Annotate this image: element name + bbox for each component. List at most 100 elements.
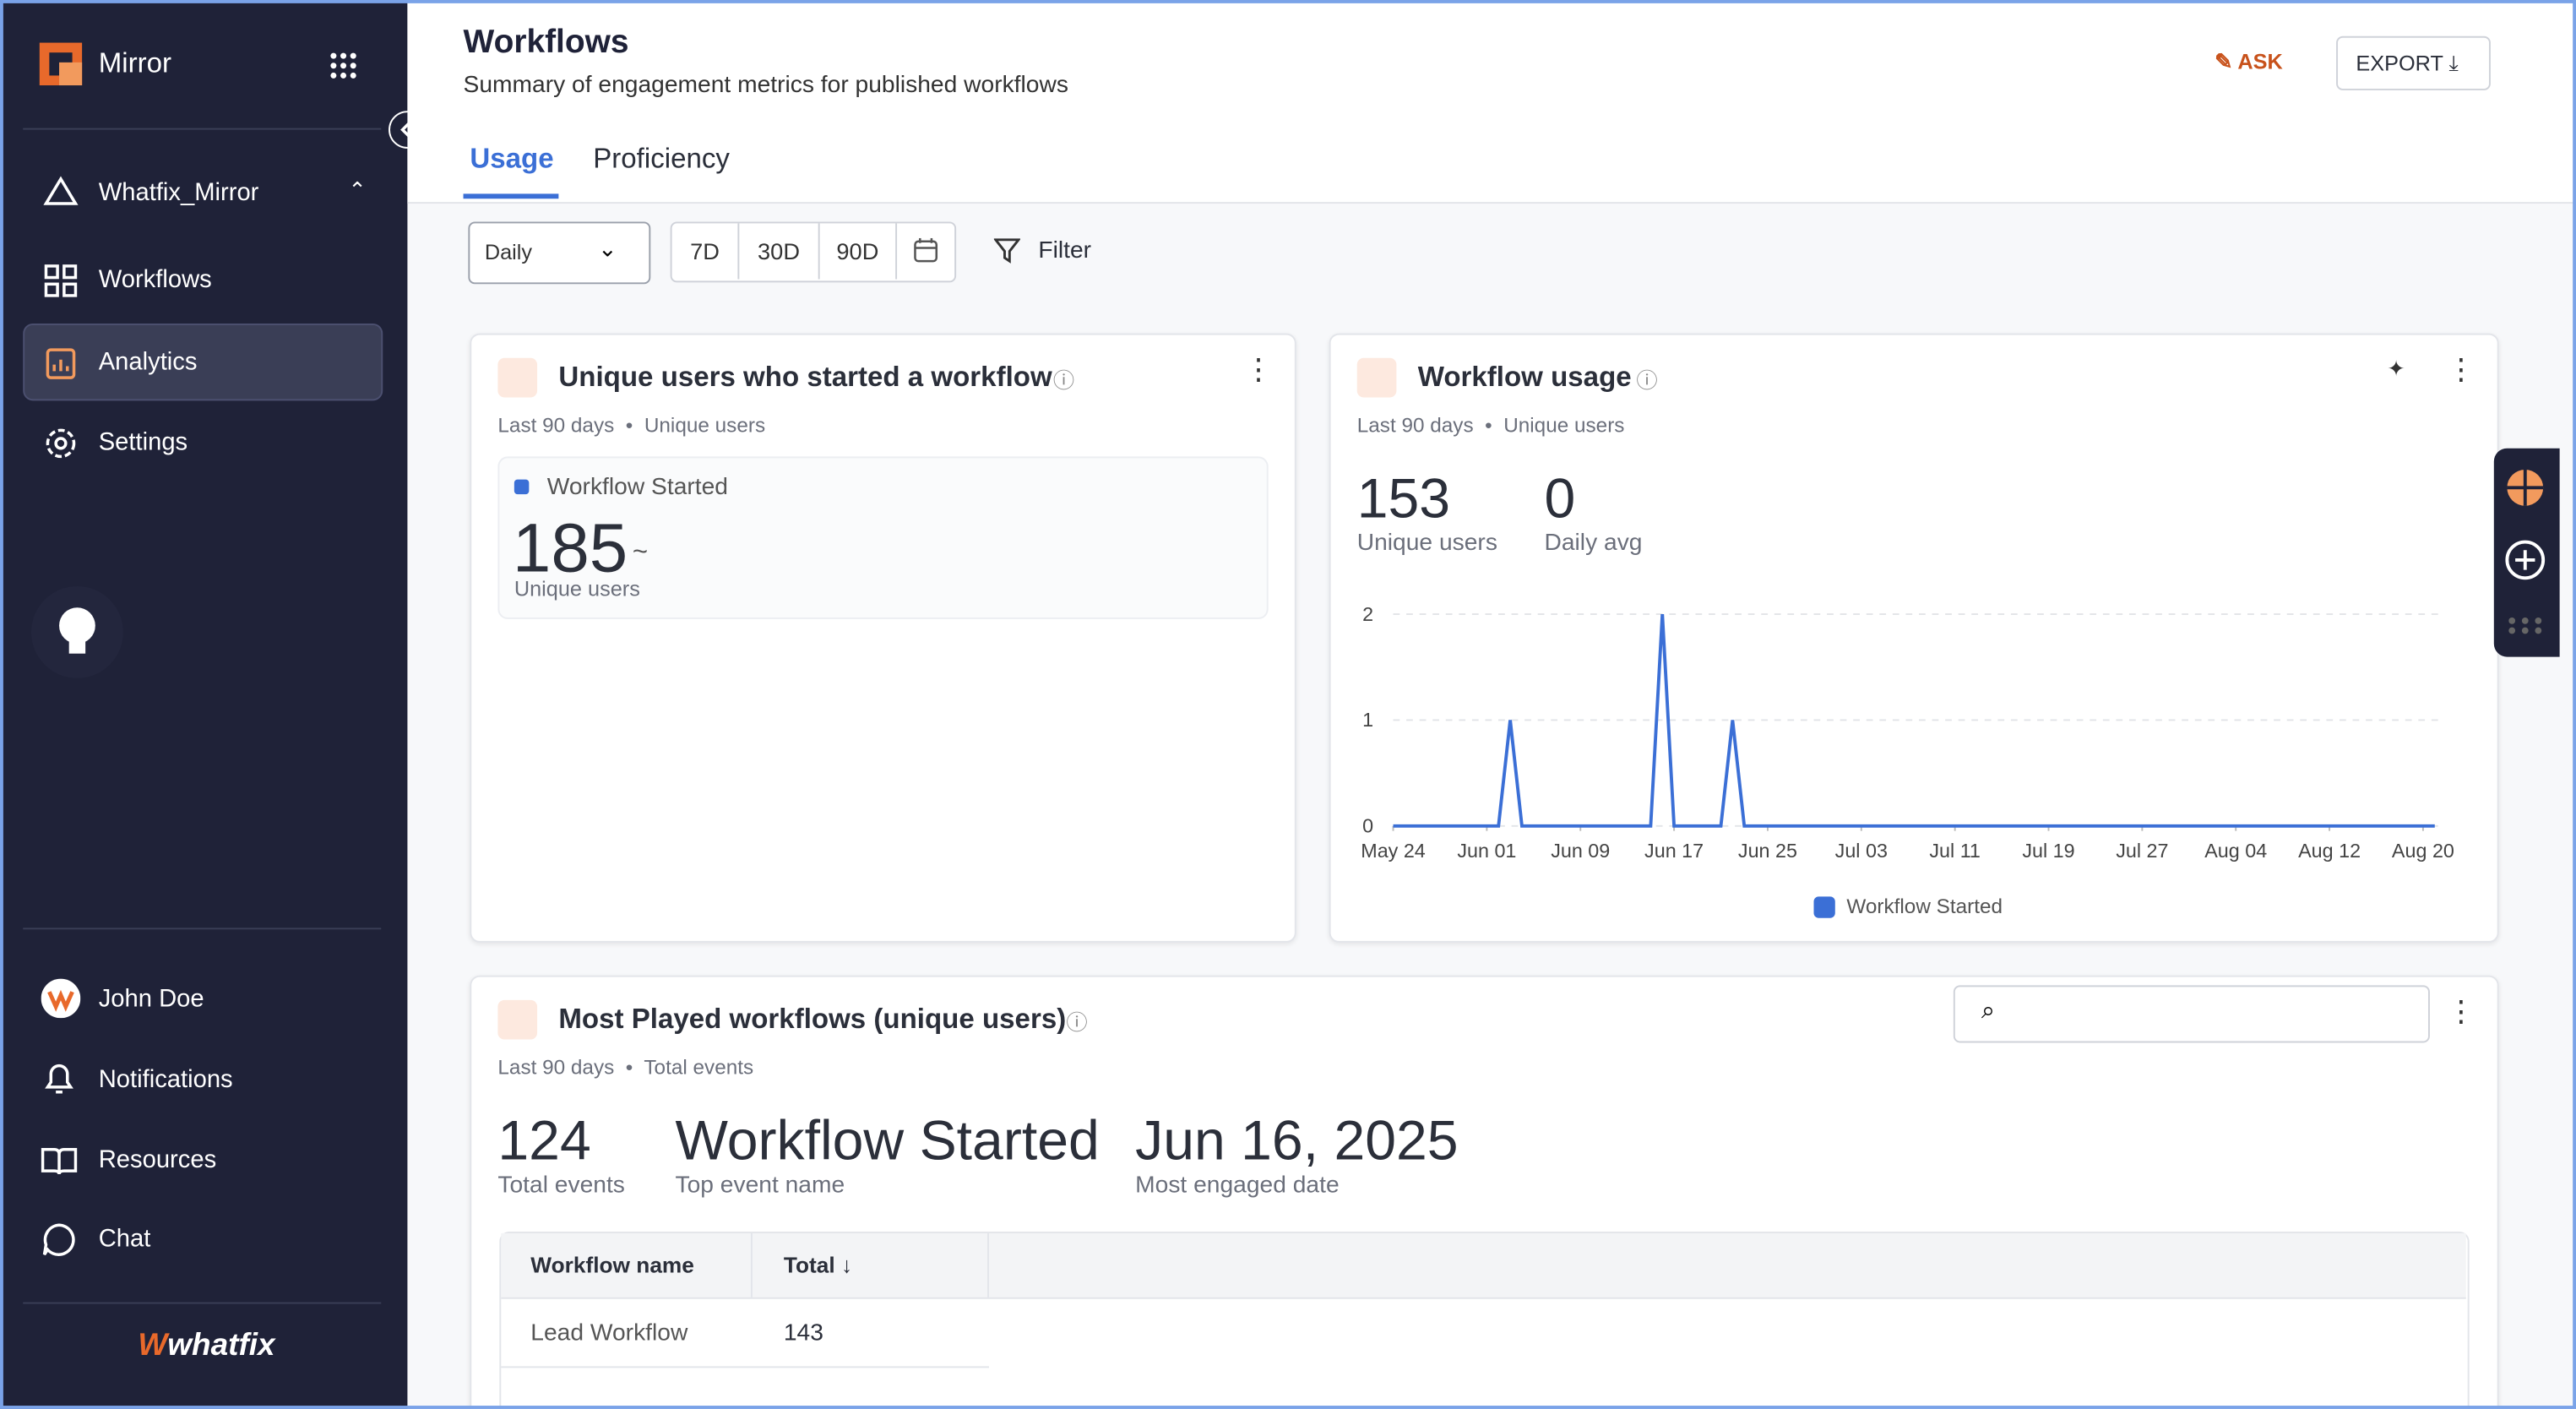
dock-icons[interactable]	[2503, 466, 2549, 637]
tab-active[interactable]: Usage	[470, 143, 554, 175]
tab-underline	[463, 193, 559, 199]
card-badge	[1356, 357, 1397, 398]
meta-item: Total events	[644, 1055, 754, 1080]
x-tick-label: Jul 03	[1835, 840, 1888, 862]
card-menu[interactable]: ⋮	[2446, 995, 2476, 1028]
card-meta: Last 90 days • Unique users	[497, 413, 766, 438]
nav-item[interactable]: Settings	[98, 428, 188, 457]
chevron: ⌃	[348, 177, 367, 203]
user-name[interactable]: John Doe	[98, 985, 204, 1014]
range-button[interactable]: 30D	[739, 223, 820, 280]
nav-item[interactable]: Notifications	[98, 1065, 233, 1094]
stat-label: Top event name	[675, 1172, 845, 1200]
filter-icon	[993, 238, 1020, 264]
x-tick-label: Aug 20	[2392, 840, 2454, 862]
nav-icon	[46, 348, 76, 379]
nav-item[interactable]: Resources	[98, 1145, 217, 1174]
tips-button[interactable]	[30, 585, 125, 680]
search-input[interactable]: ⌕	[1953, 985, 2430, 1043]
info-icon: ⓘ	[1052, 367, 1075, 393]
x-tick-label: Jun 01	[1457, 840, 1516, 862]
y-tick-label: 2	[1362, 603, 1373, 625]
logo-text: whatfix	[167, 1328, 275, 1363]
footer-logo: Wwhatfix	[138, 1328, 275, 1363]
workspace-selector[interactable]: Whatfix_Mirror	[98, 178, 259, 207]
stat-value: 124	[497, 1110, 591, 1173]
calendar-button[interactable]	[914, 237, 938, 263]
workspace-icon	[43, 176, 79, 205]
nav-icon	[41, 1148, 78, 1175]
meta-item: Unique users	[1503, 413, 1625, 438]
x-tick-label: May 24	[1361, 840, 1426, 862]
table-cell: 143	[783, 1319, 823, 1347]
avatar	[41, 978, 81, 1019]
brand-name: Mirror	[98, 47, 172, 79]
card-badge	[497, 999, 538, 1040]
legend-label: Workflow Started	[1846, 895, 2003, 918]
nav-item[interactable]: Analytics	[98, 348, 198, 377]
nav-item[interactable]: Workflows	[98, 265, 212, 294]
info-icon: ⓘ	[1066, 1009, 1088, 1035]
y-tick-label: 1	[1362, 709, 1373, 731]
ai-button[interactable]: ✦	[2387, 356, 2405, 382]
select-value: Daily	[484, 239, 533, 264]
granularity-select[interactable]: Daily ⌄	[468, 221, 651, 285]
nav-active	[23, 323, 383, 401]
stat-value: 153	[1356, 468, 1451, 530]
apps-icon[interactable]	[329, 51, 358, 80]
chevron: ⌄	[598, 234, 617, 262]
stat-label: Total events	[497, 1172, 625, 1200]
row-divider	[501, 1366, 990, 1368]
legend-swatch	[514, 479, 530, 495]
divider	[23, 128, 382, 130]
stat-label: Most engaged date	[1135, 1172, 1340, 1200]
kpi-box	[497, 456, 1269, 619]
x-tick-label: Jun 17	[1644, 840, 1704, 862]
meta-item: Last 90 days	[497, 1055, 615, 1080]
x-tick-label: Jul 11	[1929, 840, 1981, 862]
card-title: Workflow usage	[1417, 361, 1632, 393]
data-line	[1393, 613, 2435, 828]
kpi-label: Unique users	[514, 576, 640, 601]
x-tick-label: Jul 27	[2116, 840, 2168, 862]
x-tick-label: Jun 09	[1551, 840, 1610, 862]
ask-button[interactable]: ✎ ASK	[2215, 49, 2283, 74]
meta-item: Last 90 days	[497, 413, 615, 438]
x-tick-label: Jul 19	[2022, 840, 2074, 862]
card-menu[interactable]: ⋮	[1243, 352, 1274, 386]
nav-icon	[46, 428, 76, 459]
column-header[interactable]: Workflow name	[530, 1253, 694, 1278]
divider	[23, 928, 382, 930]
brand-logo	[39, 42, 83, 86]
legend-label: Workflow Started	[546, 474, 728, 501]
range-button[interactable]: 90D	[820, 223, 898, 280]
filter-button[interactable]: Filter	[1038, 237, 1092, 264]
card-title: Unique users who started a workflow	[558, 361, 1052, 393]
card-meta: Last 90 days • Total events	[497, 1055, 754, 1080]
nav-icon	[45, 1064, 73, 1094]
card	[470, 333, 1296, 943]
y-tick-label: 0	[1362, 815, 1373, 837]
meta-item: Unique users	[644, 413, 766, 438]
stat-value: Workflow Started	[675, 1110, 1100, 1173]
page-title: Workflows	[463, 24, 629, 61]
x-tick-label: Aug 04	[2204, 840, 2267, 862]
column-header[interactable]: Total ↓	[783, 1253, 853, 1278]
trend-icon: ~	[632, 538, 649, 567]
kpi-value: 185	[512, 509, 628, 587]
table-header	[501, 1232, 2466, 1299]
col-divider	[987, 1232, 990, 1297]
col-divider	[750, 1232, 753, 1297]
tab[interactable]: Proficiency	[593, 143, 730, 175]
range-button[interactable]: 7D	[672, 223, 740, 280]
nav-item[interactable]: Chat	[98, 1225, 151, 1254]
card	[1329, 333, 2499, 943]
export-button[interactable]: EXPORT ⤓	[2336, 35, 2491, 90]
x-tick-label: Jun 25	[1738, 840, 1797, 862]
divider	[23, 1302, 382, 1304]
stat-label: Unique users	[1356, 530, 1497, 558]
card-menu[interactable]: ⋮	[2446, 352, 2476, 386]
